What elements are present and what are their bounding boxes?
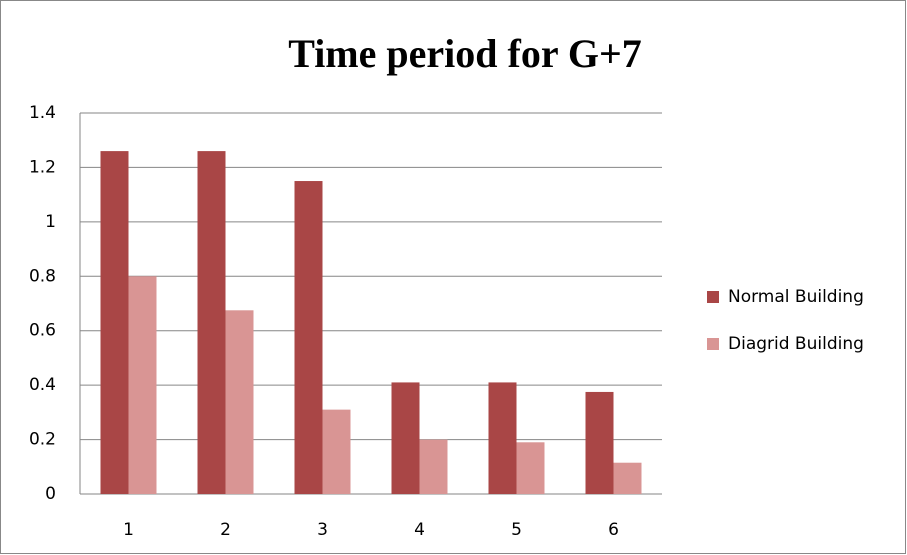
bar (197, 151, 226, 494)
x-tick-label: 5 (511, 520, 522, 540)
bar (128, 276, 157, 494)
bar (613, 462, 642, 494)
bar (488, 382, 517, 494)
x-tick-label: 1 (123, 520, 134, 540)
legend-label: Diagrid Building (728, 334, 864, 354)
y-tick-label: 0.8 (29, 266, 56, 286)
x-tick-label: 4 (414, 520, 425, 540)
y-tick-label: 0.4 (29, 375, 56, 395)
bar (391, 382, 420, 494)
y-tick-label: 0.6 (29, 321, 56, 341)
bar (225, 310, 254, 494)
x-tick-label: 3 (317, 520, 328, 540)
y-tick-label: 0.2 (29, 430, 56, 450)
bar (100, 151, 129, 494)
bar (294, 181, 323, 495)
chart-title: Time period for G+7 (288, 31, 642, 76)
y-tick-label: 1.4 (29, 103, 56, 123)
x-tick-label: 2 (220, 520, 231, 540)
bar (419, 439, 448, 494)
y-tick-label: 1.2 (29, 157, 56, 177)
legend-swatch (707, 338, 719, 350)
bar (516, 442, 545, 494)
bar (322, 409, 351, 494)
x-tick-label: 6 (608, 520, 619, 540)
legend-swatch (707, 291, 719, 303)
y-tick-label: 1 (45, 212, 56, 232)
bar (585, 391, 614, 494)
y-tick-label: 0 (45, 484, 56, 504)
legend-label: Normal Building (728, 287, 864, 307)
